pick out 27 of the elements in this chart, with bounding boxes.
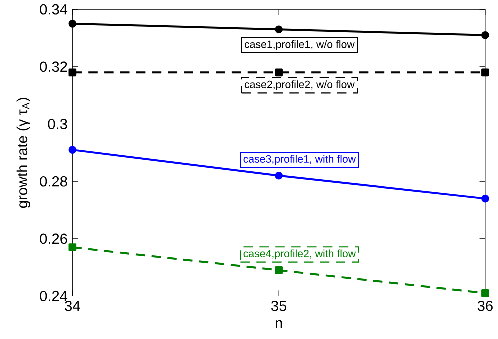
point xyxy=(482,31,490,40)
point xyxy=(68,20,77,28)
point xyxy=(68,244,77,252)
y-tick-label: 0.26 xyxy=(40,234,68,244)
point xyxy=(482,289,490,298)
point xyxy=(275,266,283,274)
series-label: case1,profile1, w/o flow xyxy=(244,40,355,50)
point xyxy=(275,68,283,77)
point xyxy=(482,194,490,203)
y-tick-label: 0.32 xyxy=(40,62,68,72)
y-tick-label: 0.3 xyxy=(48,119,68,130)
point xyxy=(68,68,77,77)
series-label: case4,profile2, with flow xyxy=(244,250,356,260)
x-tick-label: 35 xyxy=(272,300,287,312)
x-axis-title: n xyxy=(276,320,282,328)
y-tick-label: 0.24 xyxy=(40,291,68,302)
x-tick-label: 36 xyxy=(478,300,493,312)
x-tick-label: 34 xyxy=(65,300,80,312)
series-label: case2,profile2, w/o flow xyxy=(244,80,355,90)
y-tick-label: 0.28 xyxy=(40,176,68,187)
y-tick-label: 0.34 xyxy=(40,4,68,15)
point xyxy=(275,172,283,180)
point xyxy=(275,26,283,34)
point xyxy=(68,146,77,154)
series-label: case3,profile1, with flow xyxy=(244,155,356,166)
point xyxy=(482,68,490,77)
y-axis-title: growth rate (γ τ$_{A}$) xyxy=(16,98,30,208)
